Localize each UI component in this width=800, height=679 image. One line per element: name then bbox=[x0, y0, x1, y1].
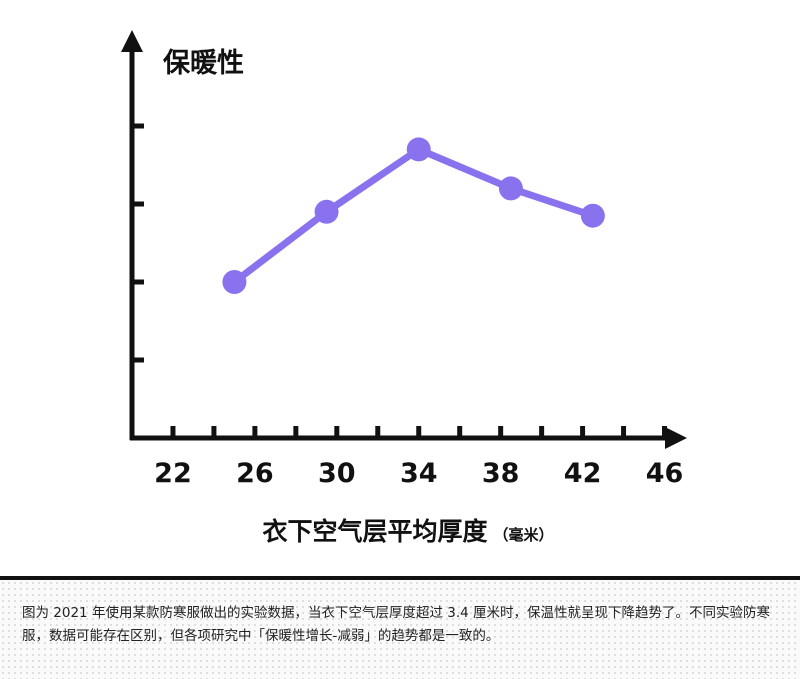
chart-title: 保暖性 bbox=[162, 48, 244, 79]
x-tick-label: 34 bbox=[400, 458, 438, 489]
x-axis-arrow bbox=[665, 427, 687, 449]
x-axis-label: 衣下空气层平均厚度 bbox=[262, 517, 487, 546]
data-point bbox=[222, 270, 247, 294]
x-axis-title: 衣下空气层平均厚度 （毫米） bbox=[262, 517, 553, 546]
x-tick-label: 26 bbox=[236, 458, 274, 489]
data-point bbox=[314, 199, 339, 224]
x-tick-label: 22 bbox=[154, 458, 192, 489]
x-axis-unit: （毫米） bbox=[494, 526, 554, 544]
data-point bbox=[406, 137, 431, 162]
x-tick-label: 46 bbox=[646, 458, 684, 489]
x-tick-label: 30 bbox=[318, 458, 356, 489]
data-point bbox=[580, 203, 605, 228]
data-point bbox=[498, 176, 523, 201]
data-line bbox=[232, 145, 594, 285]
caption-box: 图为 2021 年使用某款防寒服做出的实验数据，当衣下空气层厚度超过 3.4 厘… bbox=[0, 576, 800, 679]
caption: 图为 2021 年使用某款防寒服做出的实验数据，当衣下空气层厚度超过 3.4 厘… bbox=[22, 605, 770, 644]
chart: 保暖性 衣下空气层平均厚度 （毫米） 22 26 30 34 38 42 46 bbox=[121, 30, 687, 546]
x-tick-label: 42 bbox=[564, 458, 602, 489]
y-axis-arrow bbox=[121, 30, 143, 52]
x-tick-label: 38 bbox=[482, 458, 520, 489]
